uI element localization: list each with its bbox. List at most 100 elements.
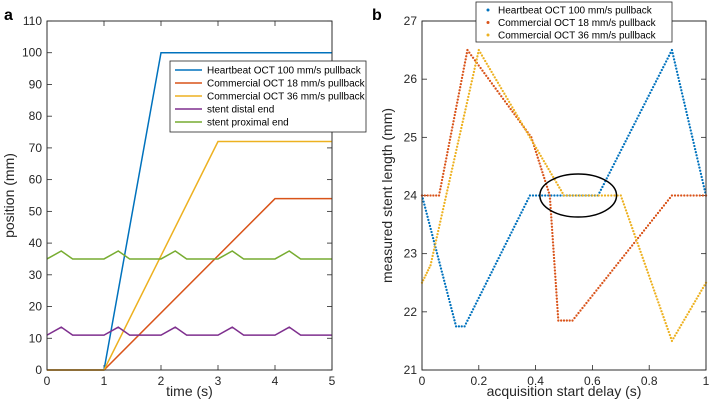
chart-b-point [556,306,559,310]
chart-b-point [552,250,555,253]
chart-b-point [520,122,524,125]
chart-b-point [443,279,446,282]
chart-b-point [624,209,628,212]
chart-b-point [646,97,649,100]
chart-b-point [426,215,429,218]
chart-b-point [553,194,556,197]
chart-b-point [683,194,686,197]
chart-b-point [676,329,680,332]
chart-b-point [504,95,508,98]
chart-b-point [670,48,674,52]
chart-b-point [423,203,426,206]
chart-b-point [667,54,671,57]
chart-b-point [689,129,692,132]
chart-b-point [452,316,455,319]
chart-b-point [531,141,535,144]
chart-b-point [455,104,458,107]
chart-b-point [453,117,456,120]
chart-b-point [454,107,458,111]
chart-b-point [469,83,473,86]
chart-b-point [641,256,644,259]
chart-b-point [652,216,656,220]
chart-b-point [454,110,457,114]
chart-b-point [490,70,493,74]
chart-b-point [442,276,445,279]
chart-b-point [670,339,674,343]
chart-b-point [430,257,434,261]
chart-b-point [634,120,637,123]
chart-b-point [488,79,492,83]
chart-b-point [598,191,601,194]
chart-b-point [480,54,484,57]
chart-b-point [631,125,634,129]
chart-b-point [648,277,652,280]
chart-b-point [663,63,666,66]
chart-b-point [448,300,451,304]
chart-b-point [549,206,552,210]
chart-b-point [515,219,519,223]
chart-b-point [491,268,495,271]
chart-b-point [618,151,621,154]
chart-b-point [695,297,698,300]
chart-b-point [484,59,487,63]
chart-b-point [482,57,485,60]
chart-b-point [480,291,483,294]
chart-b-point [678,326,681,329]
chart-a-y-tick-label: 60 [29,173,43,187]
chart-b-point [686,117,690,120]
chart-b-point [453,158,456,161]
chart-b-point [474,61,478,64]
chart-b-point [541,194,544,197]
chart-b-point [473,59,477,62]
chart-b-point [621,145,624,149]
chart-b-point [548,197,552,200]
chart-b-point [484,282,488,285]
chart-b-point [650,283,654,286]
chart-b-point [447,297,451,301]
chart-b-point [496,89,499,93]
chart-b-point [675,70,679,73]
chart-b-point [435,236,438,239]
chart-b-point [664,321,667,325]
chart-b-point [636,241,639,245]
chart-b-point [481,288,485,291]
chart-b-point [615,264,618,267]
chart-b-point [620,197,623,200]
chart-b-point [503,100,507,103]
chart-a-x-tick-label: 2 [158,374,165,388]
chart-b-point [473,67,476,70]
chart-b-point [664,60,668,63]
chart-b-point [424,206,427,209]
chart-b-point [430,261,433,264]
chart-b-point [639,250,642,254]
chart-b-point [633,123,636,126]
chart-b-point [464,58,467,61]
chart-b-point [684,315,688,319]
chart-b-point [488,68,492,71]
chart-b-point [548,170,552,173]
chart-b-point [432,251,435,254]
chart-b-point [550,173,553,176]
chart-b-point [440,270,443,273]
chart-b-point [466,48,469,52]
chart-b-point [438,223,441,226]
chart-b-point [425,271,429,274]
chart-b-point [619,194,622,197]
chart-b-point [547,167,550,171]
chart-b-point [441,273,444,276]
chart-b-point [548,194,551,197]
chart-b-point [683,104,687,107]
chart-b-point [434,242,437,245]
chart-b-point [471,56,475,59]
chart-b-point [447,144,450,148]
chart-b-point [460,76,464,80]
chart-b-point [465,55,468,58]
chart-b-point [528,194,532,197]
chart-b-point [694,300,697,303]
chart-b-point [456,98,459,101]
chart-b-point [698,292,701,295]
chart-b-point [458,133,462,136]
chart-b-point [653,289,656,292]
chart-b-point [453,113,456,117]
chart-b-point [542,159,546,163]
